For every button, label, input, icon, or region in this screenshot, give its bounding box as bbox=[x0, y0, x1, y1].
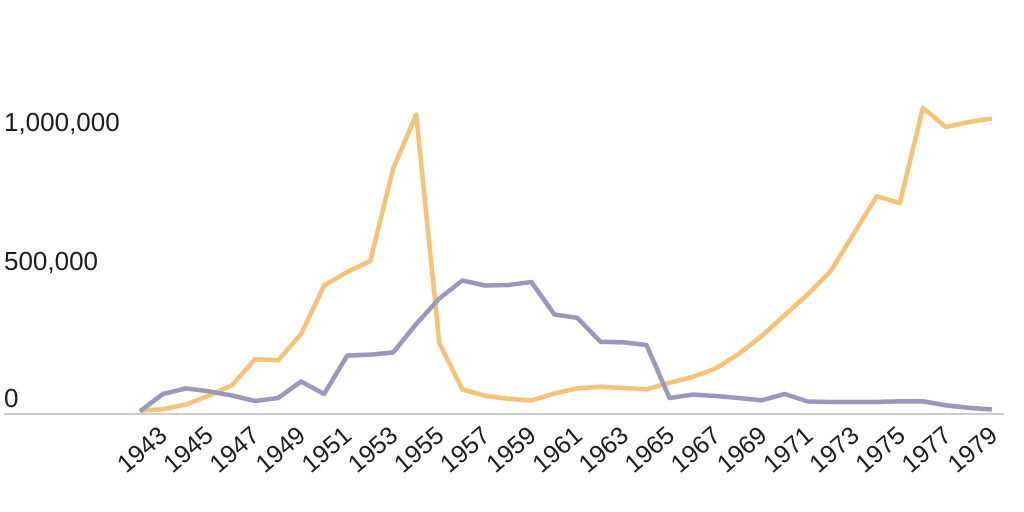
svg-text:1953: 1953 bbox=[343, 421, 403, 478]
svg-text:500,000: 500,000 bbox=[4, 246, 98, 276]
svg-text:1971: 1971 bbox=[758, 421, 818, 478]
svg-text:1963: 1963 bbox=[573, 421, 633, 478]
svg-text:1957: 1957 bbox=[435, 421, 495, 478]
svg-text:1955: 1955 bbox=[389, 421, 449, 478]
svg-text:1,000,000: 1,000,000 bbox=[4, 107, 120, 137]
svg-text:1947: 1947 bbox=[204, 421, 264, 478]
svg-text:1975: 1975 bbox=[850, 421, 910, 478]
svg-text:1973: 1973 bbox=[804, 421, 864, 478]
svg-text:1949: 1949 bbox=[250, 421, 310, 478]
svg-text:1969: 1969 bbox=[712, 421, 772, 478]
svg-text:1951: 1951 bbox=[297, 421, 357, 478]
svg-text:1967: 1967 bbox=[666, 421, 726, 478]
svg-text:1979: 1979 bbox=[943, 421, 1003, 478]
svg-text:1959: 1959 bbox=[481, 421, 541, 478]
svg-text:1961: 1961 bbox=[527, 421, 587, 478]
svg-text:1943: 1943 bbox=[112, 421, 172, 478]
svg-text:1945: 1945 bbox=[158, 421, 218, 478]
svg-text:1965: 1965 bbox=[620, 421, 680, 478]
svg-text:1977: 1977 bbox=[896, 421, 956, 478]
svg-text:0: 0 bbox=[4, 383, 18, 413]
